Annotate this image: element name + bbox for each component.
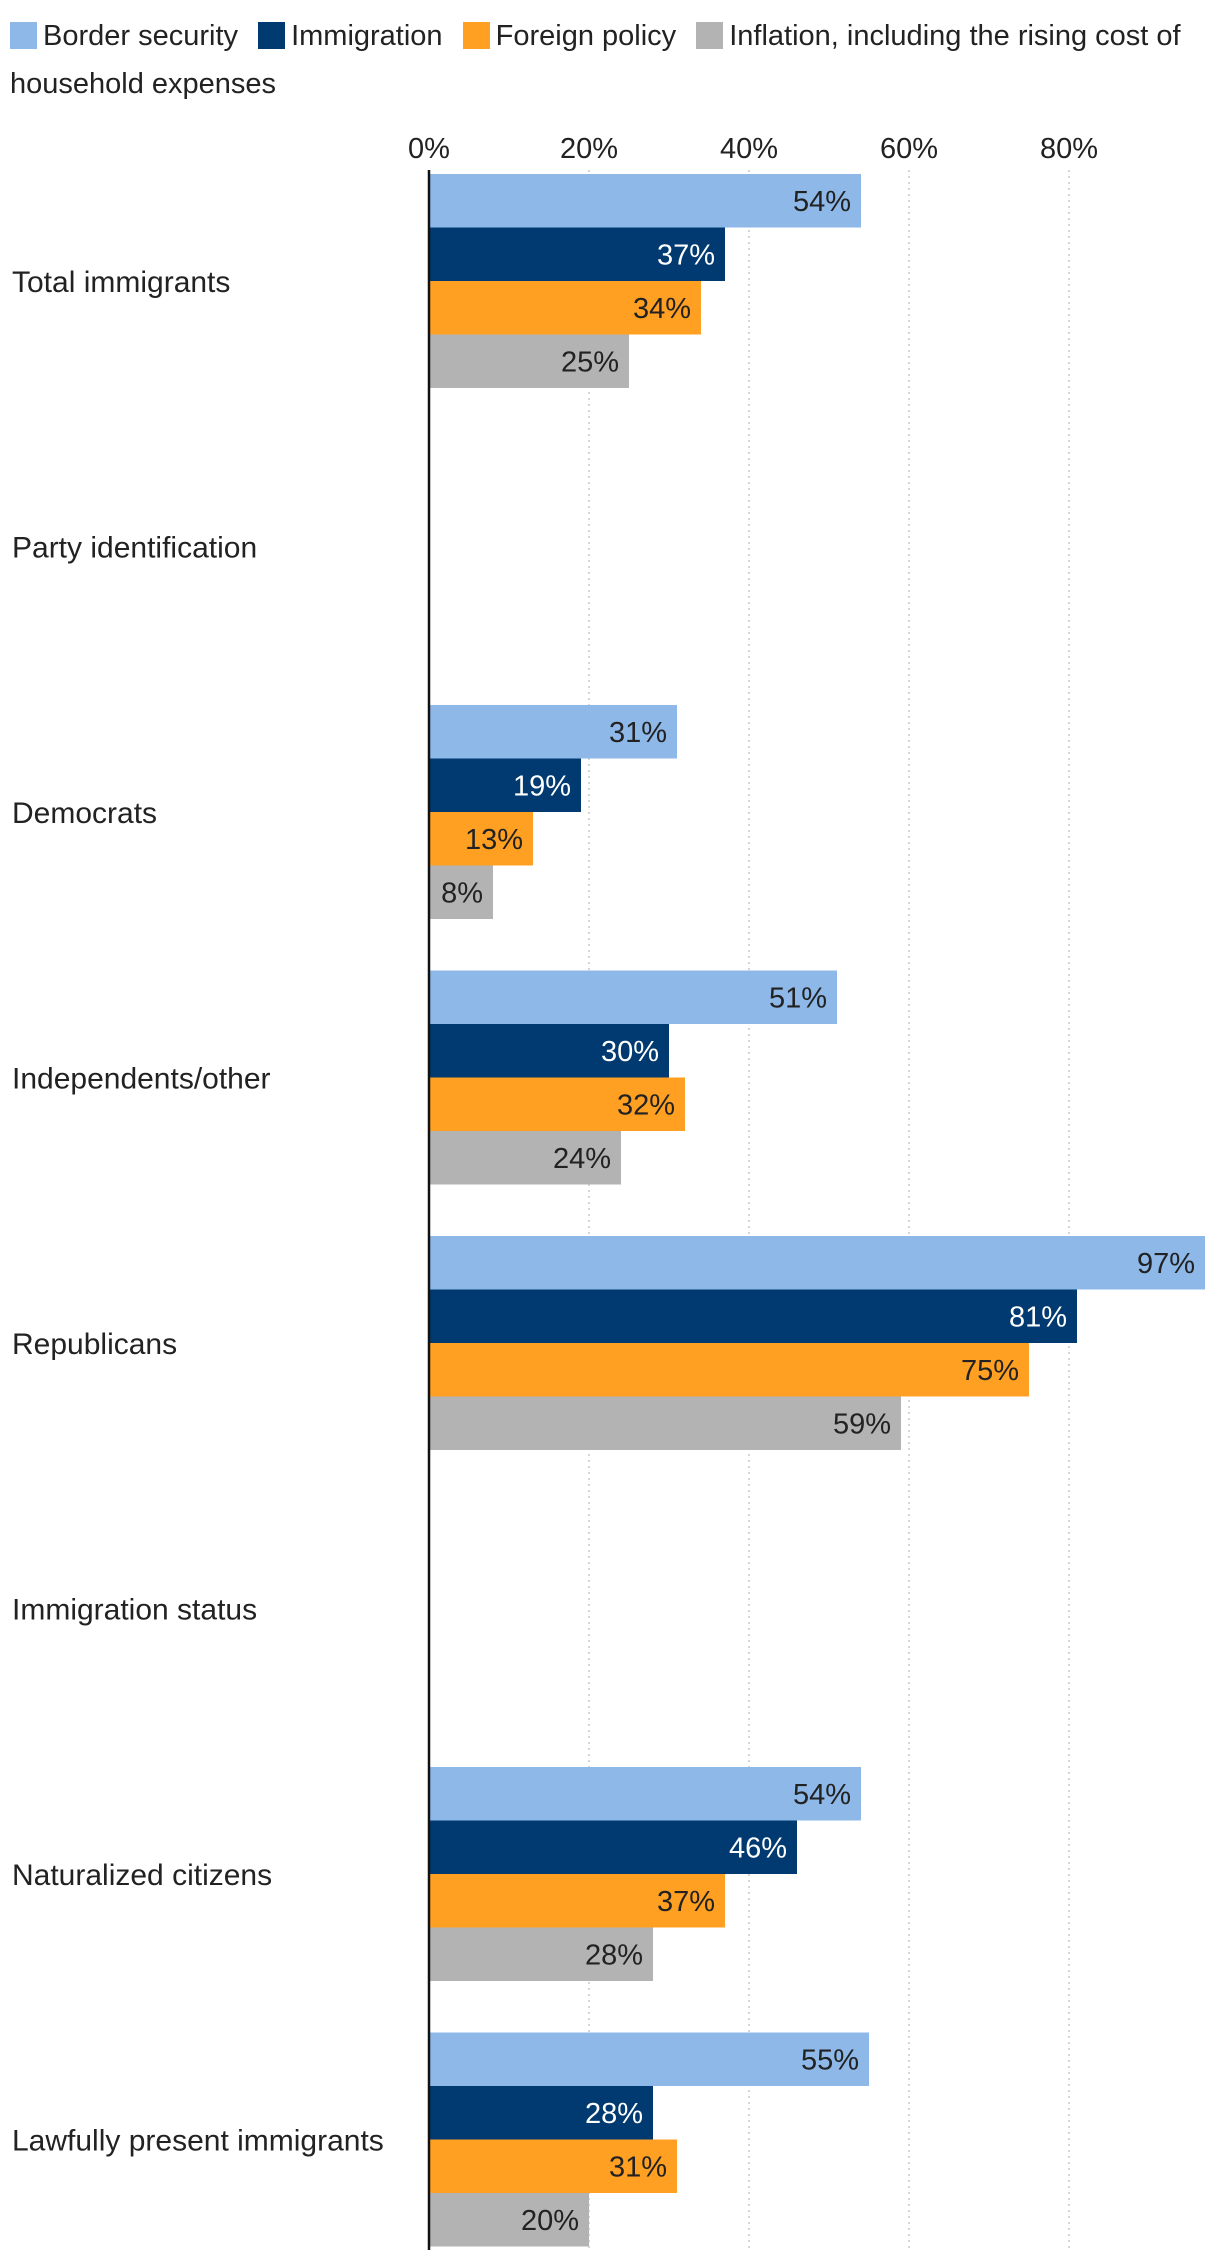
legend-swatch-immigration (258, 22, 286, 49)
bar-label-total-immigrants-series-1: 37% (657, 239, 715, 271)
legend-label-foreign-policy: Foreign policy (495, 20, 677, 52)
bar-label-democrats-series-3: 8% (441, 877, 483, 909)
bar-label-total-immigrants-series-3: 25% (561, 346, 619, 378)
bar-total-immigrants-series-2 (429, 281, 701, 335)
category-label-independents-other: Independents/other (12, 1063, 271, 1096)
legend-item-foreign-policy: Foreign policy (462, 20, 677, 52)
bar-independents-other-series-3 (429, 1131, 621, 1185)
bar-democrats-series-2 (429, 812, 533, 866)
bar-lawfully-present-immigrants-series-2 (429, 2139, 677, 2193)
bar-label-independents-other-series-1: 30% (601, 1036, 659, 1068)
bar-naturalized-citizens-series-0 (429, 1767, 861, 1821)
x-tick-label-80: 80% (1040, 133, 1098, 165)
category-label-republicans: Republicans (12, 1328, 177, 1361)
bar-label-lawfully-present-immigrants-series-2: 31% (609, 2151, 667, 2183)
bar-label-democrats-series-1: 19% (513, 770, 571, 802)
bar-label-republicans-series-2: 75% (961, 1355, 1019, 1387)
bar-independents-other-series-0 (429, 970, 837, 1024)
bar-democrats-series-3 (429, 865, 493, 919)
bar-independents-other-series-1 (429, 1024, 669, 1078)
legend-item-immigration: Immigration (258, 20, 443, 52)
bar-label-republicans-series-0: 97% (1137, 1248, 1195, 1280)
bar-republicans-series-0 (429, 1236, 1205, 1290)
x-tick-label-40: 40% (720, 133, 778, 165)
legend-swatch-foreign-policy (462, 22, 490, 49)
category-label-immigration-status: Immigration status (12, 1594, 257, 1627)
legend-label-immigration: Immigration (291, 20, 443, 52)
bar-republicans-series-1 (429, 1289, 1077, 1343)
bar-independents-other-series-2 (429, 1077, 685, 1131)
x-tick-label-60: 60% (880, 133, 938, 165)
bar-total-immigrants-series-0 (429, 174, 861, 228)
bar-republicans-series-3 (429, 1396, 901, 1450)
bar-label-naturalized-citizens-series-1: 46% (729, 1832, 787, 1864)
bar-democrats-series-0 (429, 705, 677, 759)
bar-label-lawfully-present-immigrants-series-1: 28% (585, 2098, 643, 2130)
bar-label-independents-other-series-2: 32% (617, 1089, 675, 1121)
bar-republicans-series-2 (429, 1343, 1029, 1397)
bar-label-republicans-series-3: 59% (833, 1408, 891, 1440)
bar-label-democrats-series-2: 13% (465, 824, 523, 856)
bar-label-total-immigrants-series-2: 34% (633, 293, 691, 325)
legend-swatch-inflation (696, 22, 724, 49)
bar-label-naturalized-citizens-series-3: 28% (585, 1939, 643, 1971)
x-tick-label-0: 0% (408, 133, 450, 165)
bar-label-independents-other-series-0: 51% (769, 982, 827, 1014)
category-label-democrats: Democrats (12, 797, 157, 830)
bar-label-total-immigrants-series-0: 54% (793, 186, 851, 218)
bar-naturalized-citizens-series-3 (429, 1927, 653, 1981)
legend-swatch-border-security (10, 22, 37, 49)
bar-lawfully-present-immigrants-series-1 (429, 2086, 653, 2140)
bar-label-naturalized-citizens-series-0: 54% (793, 1779, 851, 1811)
bar-label-independents-other-series-3: 24% (553, 1143, 611, 1175)
x-tick-label-20: 20% (560, 133, 618, 165)
bar-label-republicans-series-1: 81% (1009, 1301, 1067, 1333)
bar-label-democrats-series-0: 31% (609, 717, 667, 749)
legend-item-inflation: Inflation, including the rising cost of … (10, 20, 1181, 100)
legend: Border security Immigration Foreign poli… (10, 12, 1210, 108)
bar-naturalized-citizens-series-1 (429, 1820, 797, 1874)
bar-total-immigrants-series-1 (429, 227, 725, 281)
legend-label-inflation: Inflation, including the rising cost of … (10, 20, 1181, 100)
category-label-lawfully-present-immigrants: Lawfully present immigrants (12, 2125, 384, 2158)
bar-label-naturalized-citizens-series-2: 37% (657, 1886, 715, 1918)
bar-lawfully-present-immigrants-series-0 (429, 2032, 869, 2086)
legend-label-border-security: Border security (43, 20, 239, 52)
category-label-party-identification: Party identification (12, 532, 257, 565)
legend-item-border-security: Border security (10, 20, 238, 52)
category-label-naturalized-citizens: Naturalized citizens (12, 1859, 272, 1892)
bar-label-lawfully-present-immigrants-series-0: 55% (801, 2044, 859, 2076)
bar-total-immigrants-series-3 (429, 334, 629, 388)
bar-lawfully-present-immigrants-series-3 (429, 2193, 589, 2247)
bar-label-lawfully-present-immigrants-series-3: 20% (521, 2205, 579, 2237)
bar-democrats-series-1 (429, 758, 581, 812)
category-label-total-immigrants: Total immigrants (12, 266, 230, 299)
bar-naturalized-citizens-series-2 (429, 1874, 725, 1928)
